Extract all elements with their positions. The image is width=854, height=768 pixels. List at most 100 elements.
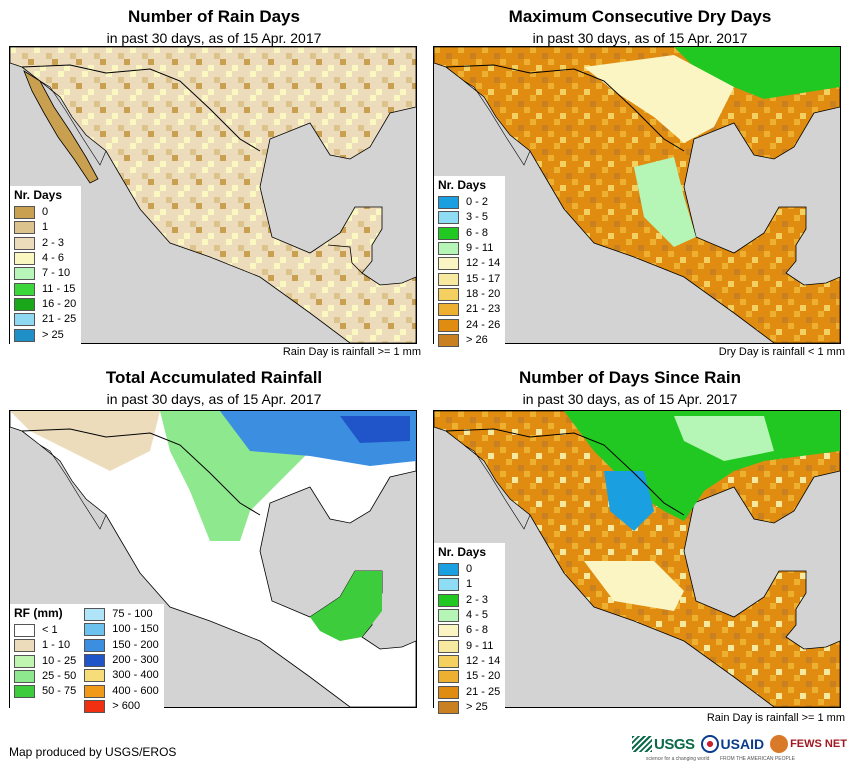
- legend-swatch: [438, 685, 459, 699]
- legend-label: 2 - 3: [42, 236, 65, 249]
- panel-title-rainfall: Total Accumulated Rainfall: [105, 368, 323, 387]
- note-rain-days: Rain Day is rainfall >= 1 mm: [282, 346, 421, 358]
- legend-swatch: [438, 303, 459, 317]
- legend-swatch: [438, 639, 459, 653]
- legend-label: 1 - 10: [42, 639, 71, 652]
- legend-item: 1 - 10: [14, 638, 76, 653]
- legend-item: < 1: [14, 623, 76, 638]
- us-mexico-border: [445, 64, 685, 152]
- legend-label: 6 - 8: [466, 226, 489, 239]
- panel-subtitle-days-since-rain: in past 30 days, as of 15 Apr. 2017: [522, 391, 738, 407]
- legend-label: 0 - 2: [466, 196, 489, 209]
- legend-item: 100 - 150: [84, 622, 159, 637]
- legend-dry-days: Nr. Days 0 - 2 3 - 5 6 - 8 9 - 11 12 - 14 15 …: [434, 176, 506, 351]
- legend-label: 21 - 25: [42, 313, 77, 326]
- green-region: [674, 47, 840, 99]
- blue-region: [604, 471, 654, 531]
- usaid-seal-icon: [700, 735, 719, 753]
- legend-days-since-rain: Nr. Days 0 1 2 - 3 4 - 5 6 - 8 9 - 11 12 - 14 1…: [434, 543, 506, 718]
- legend-item: 9 - 11: [438, 241, 500, 256]
- note-dry-days: Dry Day is rainfall < 1 mm: [718, 346, 845, 358]
- legend-item: 21 - 23: [438, 302, 500, 317]
- legend-swatch: [84, 608, 106, 622]
- legend-item: > 26: [438, 333, 500, 348]
- legend-swatch: [438, 593, 459, 607]
- panel-subtitle-rainfall: in past 30 days, as of 15 Apr. 2017: [106, 391, 322, 407]
- legend-item: 12 - 14: [438, 256, 500, 271]
- green-south-region: [310, 571, 382, 641]
- legend-rows: 0 1 2 - 3 4 - 5 6 - 8 9 - 11 12 - 14 15 - 20 21 …: [438, 562, 500, 715]
- map-rainfall-svg: [10, 411, 416, 707]
- legend-swatch: [14, 685, 35, 699]
- legend-item: 50 - 75: [14, 684, 76, 699]
- legend-label: 1: [42, 221, 49, 234]
- legend-label: 12 - 14: [466, 654, 501, 667]
- legend-item: 150 - 200: [84, 638, 159, 653]
- legend-label: 6 - 8: [466, 624, 489, 637]
- map-rain-days-svg: [10, 47, 416, 343]
- legend-columns: RF (mm) < 1 1 - 10 10 - 25 25 - 50 50 - 75 7…: [14, 607, 159, 714]
- legend-swatch: [14, 206, 35, 220]
- legend-swatch: [438, 333, 459, 347]
- us-mexico-border: [21, 428, 261, 516]
- legend-label: < 1: [42, 624, 58, 637]
- legend-label: 3 - 5: [466, 211, 489, 224]
- legend-label: 150 - 200: [112, 638, 159, 651]
- legend-rows-2: 75 - 100 100 - 150 150 - 200 200 - 300 300 -…: [84, 607, 159, 714]
- legend-title: RF (mm): [14, 606, 63, 620]
- fews-logo-text: FEWS NET: [790, 738, 847, 750]
- usaid-logo: USAID: [700, 735, 764, 753]
- legend-swatch: [14, 624, 35, 638]
- gulf-of-california: [39, 80, 107, 166]
- legend-item: 15 - 17: [438, 271, 500, 286]
- legend-rows: 0 - 2 3 - 5 6 - 8 9 - 11 12 - 14 15 - 17 18 - …: [438, 195, 500, 348]
- legend-item: > 25: [14, 327, 76, 342]
- legend-swatch: [14, 297, 35, 311]
- legend-item: 4 - 6: [14, 251, 76, 266]
- legend-swatch: [14, 328, 35, 342]
- panel-subtitle-rain-days: in past 30 days, as of 15 Apr. 2017: [106, 30, 322, 46]
- legend-item: 21 - 25: [438, 684, 500, 699]
- logo-bar: USGS USAID FEWS NET: [632, 735, 847, 753]
- legend-label: 11 - 15: [42, 282, 76, 295]
- legend-swatch: [438, 287, 459, 301]
- legend-item: 0: [14, 205, 76, 220]
- legend-swatch: [14, 313, 35, 327]
- legend-label: 12 - 14: [466, 257, 501, 270]
- legend-swatch: [438, 318, 459, 332]
- legend-item: 4 - 5: [438, 608, 500, 623]
- legend-item: 24 - 26: [438, 317, 500, 332]
- legend-title: Nr. Days: [438, 545, 487, 559]
- footer-credit: Map produced by USGS/EROS: [9, 745, 177, 759]
- legend-label: 2 - 3: [466, 593, 489, 606]
- gulf-of-california: [39, 444, 107, 530]
- legend-label: 4 - 6: [42, 252, 65, 265]
- legend-rows: 0 1 2 - 3 4 - 6 7 - 10 11 - 15 16 - 20 21 - 25 >…: [14, 205, 76, 343]
- legend-item: 7 - 10: [14, 266, 76, 281]
- legend-item: 400 - 600: [84, 683, 159, 698]
- legend-label: 9 - 11: [466, 242, 494, 255]
- map-rainfall: [9, 410, 417, 708]
- legend-swatch: [14, 282, 35, 296]
- usgs-logo-text: USGS: [654, 735, 695, 753]
- legend-swatch: [14, 267, 35, 281]
- legend-item: 9 - 11: [438, 638, 500, 653]
- legend-column-2: 75 - 100 100 - 150 150 - 200 200 - 300 300 -…: [84, 607, 159, 714]
- legend-swatch: [14, 654, 35, 668]
- legend-swatch: [84, 638, 106, 652]
- legend-swatch: [438, 609, 459, 623]
- panel-title-dry-days: Maximum Consecutive Dry Days: [508, 7, 772, 26]
- panel-subtitle-dry-days: in past 30 days, as of 15 Apr. 2017: [532, 30, 748, 46]
- legend-swatch: [438, 563, 459, 577]
- legend-label: 50 - 75: [42, 685, 77, 698]
- legend-label: 18 - 20: [466, 287, 501, 300]
- legend-swatch: [438, 196, 459, 210]
- legend-rainfall: RF (mm) < 1 1 - 10 10 - 25 25 - 50 50 - 75 7…: [10, 604, 164, 718]
- pale-region: [584, 561, 684, 611]
- legend-item: 12 - 14: [438, 654, 500, 669]
- legend-label: 100 - 150: [112, 623, 159, 636]
- legend-item: > 25: [438, 700, 500, 715]
- legend-item: 300 - 400: [84, 668, 159, 683]
- legend-item: 2 - 3: [438, 593, 500, 608]
- map-days-since-rain: [433, 410, 841, 708]
